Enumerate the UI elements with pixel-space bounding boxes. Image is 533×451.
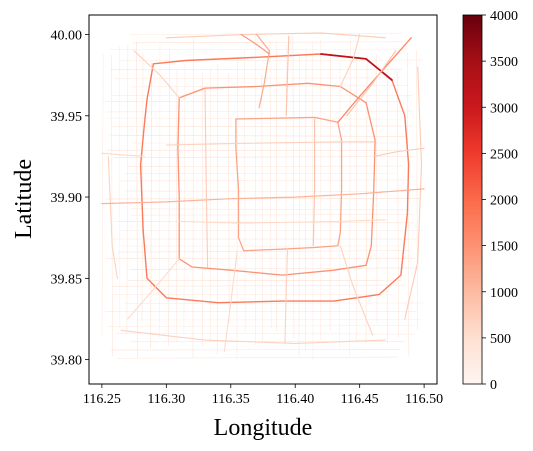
colorbar-tick-label: 3000: [490, 101, 518, 116]
colorbar-tick-label: 3500: [490, 55, 518, 70]
y-tick-label: 39.80: [51, 354, 83, 369]
plot-frame: [88, 14, 438, 385]
colorbar-tick-label: 1500: [490, 240, 518, 255]
road-north-ring-link: [339, 33, 361, 88]
road-south-central-axis: [284, 248, 289, 344]
x-axis-label: Longitude: [214, 415, 313, 441]
minor-road: [101, 54, 104, 338]
y-tick-label: 39.90: [51, 191, 83, 206]
road-north-west-radial: [133, 50, 180, 99]
minor-road: [115, 332, 415, 335]
x-tick-label: 116.30: [147, 392, 185, 407]
road-ring-5-east: [404, 66, 423, 320]
colorbar-tick-label: 2500: [490, 147, 518, 162]
colorbar-ticks: 0 500 1000 1500 2000 2500 3000 3500 4000: [482, 9, 518, 393]
minor-road: [269, 39, 272, 328]
road-ring-5-north: [165, 32, 386, 39]
minor-road: [126, 43, 129, 333]
minor-road: [292, 35, 295, 339]
colorbar: 0 500 1000 1500 2000 2500 3000 3500 4000: [462, 9, 518, 393]
minor-road: [129, 267, 420, 270]
road-west-radial: [101, 152, 145, 157]
minor-road: [132, 41, 405, 44]
minor-road: [227, 73, 230, 323]
road-ring-5-west: [107, 155, 118, 279]
colorbar-tick-label: 2000: [490, 194, 518, 209]
road-ring-2: [235, 116, 343, 252]
minor-road: [130, 208, 411, 211]
colorbar-tick-label: 4000: [490, 9, 518, 24]
road-north-central-axis: [285, 35, 290, 117]
y-tick-label: 40.00: [51, 29, 83, 44]
road-ping-an-avenue: [165, 141, 375, 146]
colorbar-gradient: [462, 14, 483, 385]
road-south-east-radial: [339, 245, 374, 336]
road-airport-expressway: [337, 37, 412, 123]
minor-road: [168, 48, 171, 346]
minor-road: [236, 56, 238, 359]
minor-road: [119, 45, 121, 329]
minor-road: [109, 48, 409, 51]
minor-road: [175, 69, 178, 341]
road-south-radial: [223, 250, 238, 353]
minor-road: [107, 325, 415, 328]
minor-road: [349, 37, 351, 357]
road-east-radial: [373, 147, 425, 157]
minor-road: [113, 156, 415, 158]
y-axis-label: Latitude: [11, 159, 37, 239]
minor-road: [129, 214, 414, 216]
road-zhongguancun-avenue: [255, 33, 271, 109]
minor-road: [396, 71, 400, 338]
minor-road: [131, 319, 422, 321]
road-airport-expressway-b: [346, 50, 397, 117]
road-liangguang-road: [178, 219, 386, 224]
minor-road: [116, 356, 399, 359]
minor-road: [111, 54, 113, 357]
minor-road: [150, 61, 152, 349]
minor-road: [110, 134, 406, 137]
colorbar-tick-label: 1000: [490, 286, 518, 301]
minor-road: [285, 43, 287, 327]
minor-road: [110, 349, 401, 351]
minor-road: [119, 179, 408, 182]
minor-road: [136, 41, 138, 358]
road-chang-an-avenue: [101, 188, 425, 205]
minor-road-network: [101, 32, 424, 360]
minor-road: [376, 54, 378, 324]
minor-road: [159, 43, 161, 338]
minor-road: [275, 40, 278, 332]
road-west-second-line: [204, 89, 209, 268]
road-south-west-radial: [127, 258, 180, 320]
minor-road: [126, 165, 403, 167]
x-tick-label: 116.40: [276, 392, 314, 407]
minor-road: [111, 125, 414, 128]
x-tick-label: 116.50: [405, 392, 443, 407]
plot-area: [88, 14, 438, 385]
y-axis-ticks: 39.80 39.85 39.90 39.95 40.00: [51, 29, 89, 369]
road-ring-5-south: [120, 329, 386, 344]
minor-road: [124, 302, 424, 305]
road-ring-4: [139, 53, 410, 304]
minor-road: [141, 52, 144, 322]
minor-road: [305, 48, 307, 351]
road-ring-4-north-east: [320, 53, 393, 81]
road-north-diagonal: [240, 33, 271, 55]
colorbar-tick-label: 500: [490, 332, 511, 347]
x-axis-ticks: 116.25 116.30 116.35 116.40 116.45 116.50: [83, 384, 443, 407]
minor-road: [117, 250, 411, 253]
x-tick-label: 116.45: [341, 392, 379, 407]
y-tick-label: 39.85: [51, 272, 83, 287]
x-tick-label: 116.25: [83, 392, 121, 407]
x-tick-label: 116.35: [212, 392, 250, 407]
minor-road: [106, 110, 413, 113]
minor-road: [298, 54, 300, 358]
minor-road: [112, 284, 406, 287]
minor-road: [110, 68, 402, 71]
major-road-network: [101, 32, 425, 353]
y-tick-label: 39.95: [51, 110, 83, 125]
colorbar-tick-label: 0: [490, 378, 497, 393]
road-ring-3: [177, 82, 376, 276]
